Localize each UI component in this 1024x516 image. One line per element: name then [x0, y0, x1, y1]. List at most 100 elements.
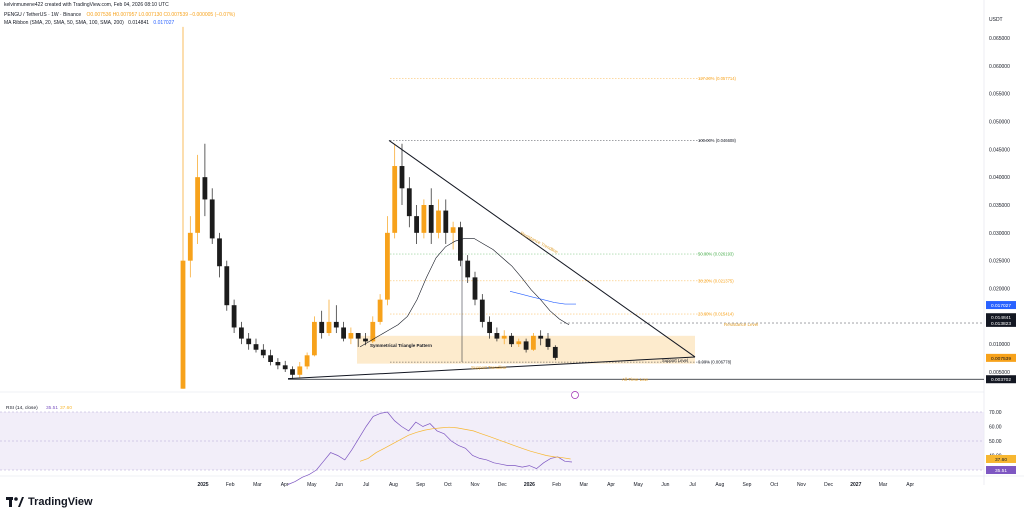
all-time-low-label: All-Time Low [622, 377, 649, 382]
time-axis-tick: Nov [471, 482, 480, 488]
fib-level-label: 23.60% (0.015414) [698, 312, 734, 317]
price-axis-tick: 0.025000 [989, 259, 1010, 265]
candle-body [312, 321, 317, 356]
candle-body [538, 335, 544, 339]
ma-20-line [359, 238, 570, 348]
time-axis-tick: Apr [607, 482, 615, 488]
candle-body [348, 333, 354, 339]
time-axis-tick: Dec [824, 482, 833, 488]
candle-body [509, 335, 514, 345]
time-axis-tick: Jul [689, 482, 695, 488]
time-axis-tick: Jun [335, 482, 343, 488]
candle-body [202, 177, 208, 200]
tradingview-logo-icon [6, 497, 24, 507]
candle-body [246, 338, 252, 345]
time-axis-tick: May [633, 482, 643, 488]
rsi-ma-tag [986, 454, 1016, 463]
candle-body [531, 335, 536, 350]
rsi-label: RSI (14, close) [6, 405, 38, 411]
rsi-ma-value: 37.60 [60, 405, 72, 411]
time-axis-tick: Sep [416, 482, 425, 488]
candle-body [290, 369, 295, 375]
fib-level-label: 127.20% (0.057714) [698, 76, 737, 81]
rsi-value-tag [986, 466, 1016, 475]
time-axis-tick: May [307, 482, 317, 488]
candle-body [370, 321, 376, 342]
candle-body [552, 346, 558, 358]
rsi-line [287, 411, 573, 485]
time-axis-tick: 2026 [524, 482, 535, 488]
candle-body [282, 365, 288, 370]
price-axis-currency: USDT [989, 17, 1003, 23]
candle-body [436, 210, 441, 233]
rsi-axis-tick: 60.00 [989, 425, 1002, 431]
candle-body [319, 321, 325, 334]
ma-ribbon-legend[interactable]: MA Ribbon (SMA, 20, SMA, 50, SMA, 100, S… [4, 20, 174, 26]
time-axis-tick: Apr [906, 482, 914, 488]
tradingview-brand[interactable]: TradingView [6, 496, 93, 508]
fib-level-label: 38.20% (0.021375) [698, 278, 734, 283]
price-axis-tick: 0.045000 [989, 147, 1010, 153]
price-axis-tick: 0.005000 [989, 370, 1010, 376]
candle-body [355, 333, 361, 339]
time-axis-tick: Jun [661, 482, 669, 488]
time-axis-tick: Feb [226, 482, 235, 488]
price-axis-tick: 0.020000 [989, 287, 1010, 293]
ohlc-values: O0.007536 H0.007957 L0.007130 C0.007539 … [86, 12, 236, 18]
price-tag-label: 0.014841 [991, 315, 1011, 321]
candle-body [458, 227, 463, 261]
candle-body [487, 321, 492, 334]
candle-body [523, 341, 529, 350]
price-tag [986, 313, 1016, 322]
time-axis-tick: Sep [743, 482, 752, 488]
candle-body [239, 327, 244, 339]
time-axis-tick: Dec [498, 482, 507, 488]
time-axis-tick: Aug [389, 482, 398, 488]
candle-body [516, 341, 522, 345]
time-axis-tick: 2025 [197, 482, 208, 488]
candle-body [231, 305, 237, 328]
candle-body [392, 166, 398, 233]
candle-body [333, 321, 339, 328]
price-tag [986, 301, 1016, 310]
rsi-ma-tag-label: 37.60 [995, 457, 1007, 463]
ma-50-line [509, 291, 576, 305]
time-axis-tick: Mar [579, 482, 588, 488]
candle-body [224, 266, 230, 306]
price-axis-tick: 0.055000 [989, 92, 1010, 98]
price-axis-tick: 0.040000 [989, 175, 1010, 181]
price-tag [986, 375, 1016, 384]
rsi-value: 35.51 [46, 405, 58, 411]
time-axis-tick: Oct [770, 482, 778, 488]
brand-name: TradingView [28, 496, 93, 508]
ma-ribbon-title: MA Ribbon (SMA, 20, SMA, 50, SMA, 100, S… [4, 20, 124, 26]
candle-body [399, 166, 405, 189]
rsi-value-tag-label: 35.51 [995, 468, 1007, 474]
candle-body [253, 344, 259, 350]
time-axis-tick: Aug [715, 482, 724, 488]
price-axis-tick: 0.010000 [989, 342, 1010, 348]
candle-body [195, 177, 200, 233]
author-line: kelvinmunene422 created with TradingView… [4, 2, 169, 8]
time-axis-tick: 2027 [850, 482, 861, 488]
rsi-axis-tick: 50.00 [989, 439, 1002, 445]
time-axis-tick: Nov [797, 482, 806, 488]
price-tag-label: 0.003702 [991, 377, 1011, 383]
price-axis-tick: 0.060000 [989, 64, 1010, 70]
candle-body [428, 205, 434, 233]
symbol-name[interactable]: PENGU / TetherUS · 1W · Binance [4, 12, 82, 18]
time-axis-tick: Mar [253, 482, 262, 488]
resistance-trendline [388, 140, 696, 358]
time-axis-tick: Oct [444, 482, 452, 488]
candle-body [326, 321, 332, 334]
candle-body [268, 355, 273, 362]
time-axis-tick: Jul [363, 482, 369, 488]
fib-level-label: 100.00% (0.046608) [698, 138, 737, 143]
price-tag-label: 0.013823 [991, 321, 1011, 327]
price-axis-tick: 0.035000 [989, 203, 1010, 209]
symbol-header: PENGU / TetherUS · 1W · Binance O0.00753… [4, 12, 235, 18]
price-axis-tick: 0.030000 [989, 231, 1010, 237]
support-level-label: Support Level [662, 358, 688, 363]
candle-body [421, 205, 427, 233]
